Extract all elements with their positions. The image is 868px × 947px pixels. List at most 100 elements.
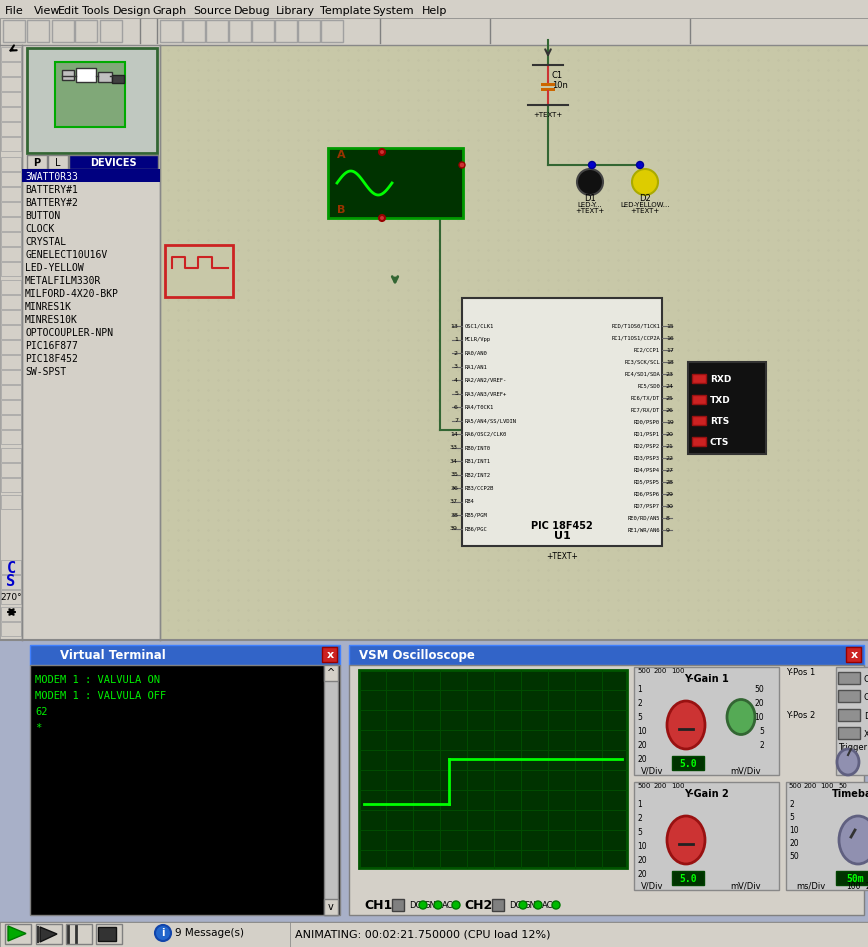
Bar — [349, 645, 864, 665]
Text: VSM Oscilloscope: VSM Oscilloscope — [359, 649, 475, 662]
Bar — [27, 48, 157, 153]
Text: D2: D2 — [639, 193, 651, 203]
Bar — [98, 927, 116, 941]
Bar — [1, 137, 21, 151]
Text: RA6/OSC2/CLK0: RA6/OSC2/CLK0 — [465, 432, 507, 437]
Bar — [252, 20, 274, 42]
Text: 5: 5 — [637, 712, 641, 722]
Bar — [62, 70, 74, 80]
Text: 20: 20 — [789, 838, 799, 848]
Text: Source: Source — [193, 6, 232, 16]
Text: 22: 22 — [666, 456, 674, 460]
Text: 38: 38 — [450, 512, 458, 517]
Text: Ch.1: Ch.1 — [864, 674, 868, 684]
Text: 200: 200 — [654, 783, 667, 789]
Text: OSC1/CLK1: OSC1/CLK1 — [465, 324, 494, 329]
Text: mV/Div: mV/Div — [731, 766, 761, 776]
Text: RC3/SCK/SCL: RC3/SCK/SCL — [624, 360, 660, 365]
Text: OPTOCOUPLER-NPN: OPTOCOUPLER-NPN — [25, 328, 113, 338]
Bar — [1, 463, 21, 477]
Text: CH2: CH2 — [464, 899, 492, 912]
Text: RA0/AN0: RA0/AN0 — [465, 350, 488, 355]
Text: 14: 14 — [450, 432, 458, 437]
Text: 1: 1 — [637, 685, 641, 693]
Text: 20: 20 — [754, 699, 764, 707]
Bar — [55, 62, 125, 127]
Text: DEVICES: DEVICES — [89, 158, 136, 168]
Bar — [112, 75, 124, 83]
Text: 29: 29 — [666, 491, 674, 496]
Text: Tools: Tools — [82, 6, 109, 16]
Text: Ch.2: Ch.2 — [864, 692, 868, 702]
Text: RD2/PSP2: RD2/PSP2 — [634, 443, 660, 449]
Text: 27: 27 — [666, 468, 674, 473]
Bar — [692, 374, 706, 383]
Text: 50m: 50m — [846, 874, 864, 884]
Text: ms/Div: ms/Div — [796, 882, 825, 890]
Bar — [1, 280, 21, 294]
Text: V/Div: V/Div — [641, 766, 663, 776]
Bar — [836, 871, 868, 885]
Text: 50: 50 — [789, 851, 799, 861]
Text: Template: Template — [320, 6, 371, 16]
Bar — [75, 20, 97, 42]
Bar — [1, 355, 21, 369]
Text: i: i — [161, 928, 165, 938]
Text: 9: 9 — [666, 527, 670, 532]
Bar — [541, 88, 555, 91]
Bar — [27, 20, 49, 42]
Text: 4: 4 — [454, 378, 458, 383]
Text: 19: 19 — [666, 420, 674, 424]
Text: ^: ^ — [327, 668, 335, 678]
Bar — [3, 20, 25, 42]
Text: 8: 8 — [666, 515, 670, 521]
Text: 100: 100 — [671, 668, 685, 674]
Bar — [69, 155, 158, 169]
Text: 20: 20 — [637, 855, 647, 865]
Text: PIC 18F452: PIC 18F452 — [531, 521, 593, 531]
Bar — [1, 607, 21, 621]
Text: S: S — [6, 574, 16, 588]
Text: U1: U1 — [554, 531, 570, 541]
Text: 200: 200 — [865, 882, 868, 890]
Text: RD4/PSP4: RD4/PSP4 — [634, 468, 660, 473]
Text: MINRES1K: MINRES1K — [25, 302, 72, 312]
Text: RC6/TX/DT: RC6/TX/DT — [631, 396, 660, 401]
Text: RXD: RXD — [710, 374, 732, 384]
Polygon shape — [8, 926, 26, 941]
Text: 9 Message(s): 9 Message(s) — [175, 928, 244, 938]
Bar — [298, 20, 320, 42]
Bar — [22, 45, 160, 640]
Text: 2: 2 — [637, 699, 641, 707]
Text: System: System — [372, 6, 414, 16]
Bar — [1, 47, 21, 61]
Text: DC: DC — [409, 901, 421, 909]
Bar — [492, 899, 504, 911]
Text: 13: 13 — [450, 324, 458, 329]
Bar — [392, 899, 404, 911]
Text: 2: 2 — [454, 350, 458, 355]
Text: RC1/T1OS1/CCP2A: RC1/T1OS1/CCP2A — [611, 335, 660, 341]
Bar — [165, 245, 233, 297]
Ellipse shape — [727, 700, 755, 735]
Bar — [324, 665, 338, 681]
Bar — [48, 155, 68, 169]
Text: Dual: Dual — [864, 711, 868, 721]
Text: RCD/T1OS0/T1CK1: RCD/T1OS0/T1CK1 — [611, 324, 660, 329]
Text: V/Div: V/Div — [641, 882, 663, 890]
Bar — [98, 72, 112, 82]
Text: File: File — [5, 6, 23, 16]
Bar — [672, 871, 704, 885]
Circle shape — [552, 901, 560, 909]
Text: RB2/INT2: RB2/INT2 — [465, 472, 491, 477]
Text: 1: 1 — [637, 799, 641, 809]
Bar — [52, 20, 74, 42]
Text: Library: Library — [276, 6, 315, 16]
Text: Virtual Terminal: Virtual Terminal — [60, 649, 166, 662]
Text: RA2/AN2/VREF-: RA2/AN2/VREF- — [465, 378, 507, 383]
Text: 100: 100 — [671, 783, 685, 789]
Bar — [5, 924, 31, 944]
Text: Debug: Debug — [234, 6, 271, 16]
Bar — [324, 665, 338, 915]
Circle shape — [589, 162, 595, 169]
